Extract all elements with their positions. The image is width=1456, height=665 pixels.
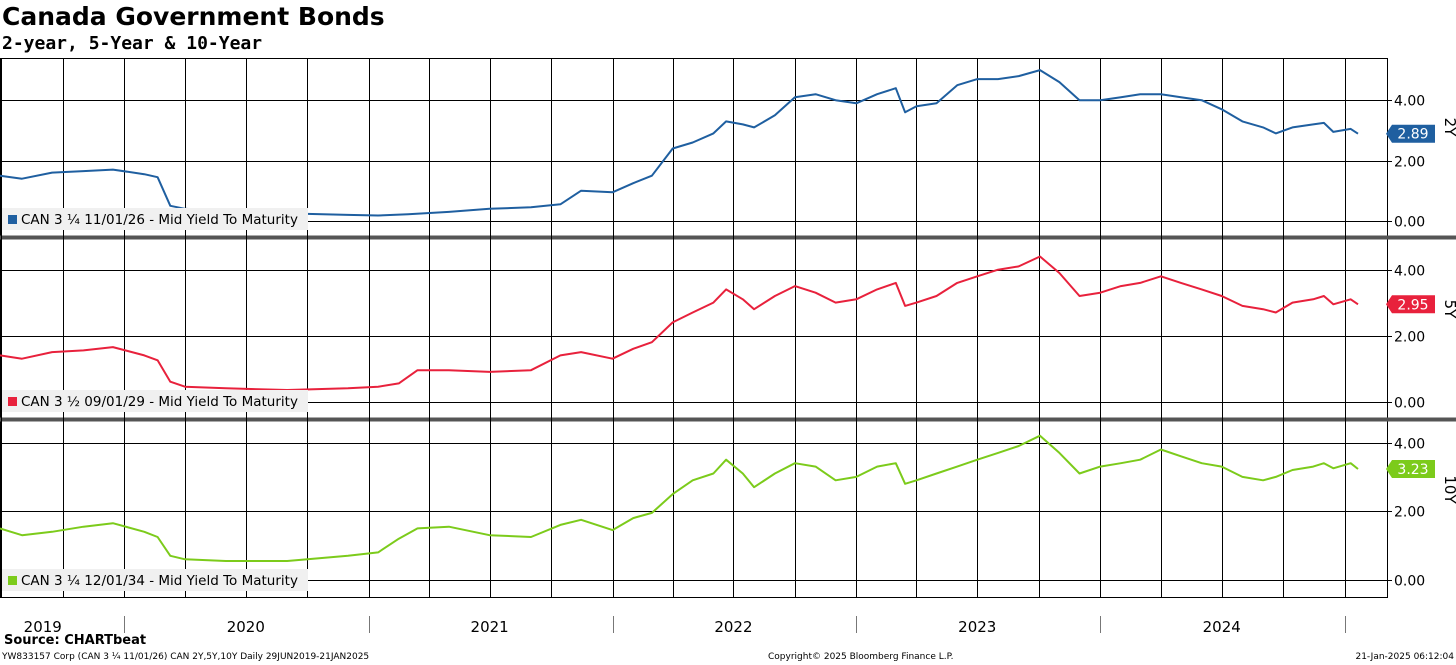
x-tick-label: 2024	[1203, 618, 1241, 636]
legend-box	[2, 390, 308, 412]
panel-axis-label: 5Y	[1441, 300, 1456, 320]
last-value-tag	[1386, 295, 1435, 314]
series-line-10Y	[0, 434, 1359, 562]
x-tick-label: 2022	[714, 618, 752, 636]
last-value-tag	[1386, 460, 1435, 479]
y-tick-label: 0.00	[1394, 574, 1425, 590]
panel-axis-label: 10Y	[1441, 475, 1456, 504]
panel-axis-label: 2Y	[1441, 118, 1456, 138]
chart-title: Canada Government Bonds	[2, 2, 385, 31]
legend-swatch	[8, 397, 17, 406]
x-tick-label: 2023	[958, 618, 996, 636]
last-value-tag	[1386, 124, 1435, 143]
series-line-5Y	[0, 255, 1359, 391]
chart-subtitle: 2-year, 5-Year & 10-Year	[2, 33, 263, 54]
legend-label: CAN 3 ½ 09/01/29 - Mid Yield To Maturity	[21, 394, 298, 410]
footer-ticker-info: YW833157 Corp (CAN 3 ¼ 11/01/26) CAN 2Y,…	[2, 652, 370, 662]
legend-swatch	[8, 215, 17, 224]
legend-swatch	[8, 576, 17, 585]
y-tick-label: 4.00	[1394, 264, 1425, 280]
y-tick-label: 4.00	[1394, 437, 1425, 453]
plot-frame	[0, 58, 1388, 598]
y-tick-label: 4.00	[1394, 94, 1425, 110]
legend-box	[2, 569, 308, 591]
y-tick-label: 2.00	[1394, 505, 1425, 521]
last-value-label: 2.89	[1397, 127, 1428, 143]
x-tick-label: 2021	[471, 618, 509, 636]
source-note: Source: CHARTbeat	[4, 633, 147, 648]
x-tick-label: 2020	[227, 618, 265, 636]
legend-label: CAN 3 ¼ 12/01/34 - Mid Yield To Maturity	[21, 573, 298, 589]
legend-box	[2, 208, 308, 230]
legend-label: CAN 3 ¼ 11/01/26 - Mid Yield To Maturity	[21, 212, 298, 228]
y-tick-label: 0.00	[1394, 215, 1425, 231]
x-tick-label: 2019	[24, 618, 62, 636]
footer-copyright: Copyright© 2025 Bloomberg Finance L.P.	[768, 652, 954, 662]
y-tick-label: 2.00	[1394, 155, 1425, 171]
footer-timestamp: 21-Jan-2025 06:12:04	[1355, 652, 1454, 662]
last-value-label: 3.23	[1397, 462, 1428, 478]
y-tick-label: 0.00	[1394, 396, 1425, 412]
last-value-label: 2.95	[1397, 297, 1428, 313]
y-tick-label: 2.00	[1394, 330, 1425, 346]
series-line-2Y	[0, 69, 1359, 217]
